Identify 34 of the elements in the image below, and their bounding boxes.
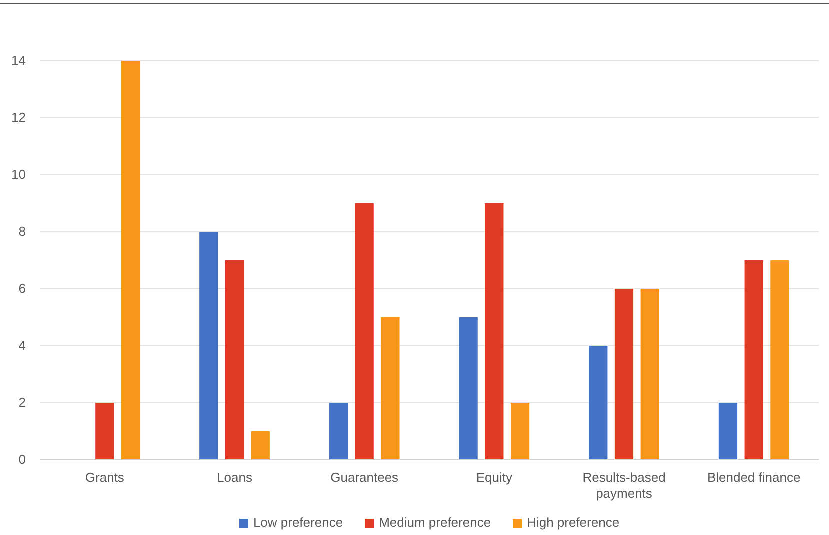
legend-label: Medium preference: [379, 515, 492, 530]
x-tick-label: Results-based payments: [582, 470, 666, 501]
bar: [718, 403, 738, 460]
x-tick-label: Equity: [476, 470, 513, 486]
bar: [251, 432, 270, 460]
y-tick-label: 0: [18, 452, 26, 468]
bar: [200, 232, 218, 460]
bar: [381, 318, 400, 460]
y-tick-label: 2: [18, 395, 26, 410]
bar: [589, 346, 608, 460]
y-tick-label: 8: [18, 224, 26, 240]
bar: [459, 318, 478, 460]
legend-label: Low preference: [253, 515, 344, 530]
x-tick-label: Grants: [85, 470, 125, 486]
bar: [329, 403, 348, 460]
bar: [355, 204, 374, 460]
bar: [770, 260, 790, 460]
x-tick-label: Guarantees: [330, 470, 400, 486]
bar: [640, 289, 660, 460]
y-tick-label: 10: [12, 167, 26, 182]
bar: [96, 403, 114, 460]
legend-label: High preference: [527, 515, 620, 530]
bar: [614, 289, 634, 460]
y-tick-label: 12: [12, 110, 26, 126]
bar: [744, 260, 764, 460]
y-tick-label: 6: [18, 281, 26, 296]
bar: [510, 403, 530, 460]
y-tick-label: 14: [12, 53, 26, 68]
x-tick-label: Blended finance: [707, 470, 801, 486]
bar: [225, 260, 244, 460]
bar: [121, 61, 140, 460]
y-tick-label: 4: [18, 338, 26, 354]
x-tick-label: Loans: [217, 470, 253, 486]
bar: [485, 204, 504, 460]
